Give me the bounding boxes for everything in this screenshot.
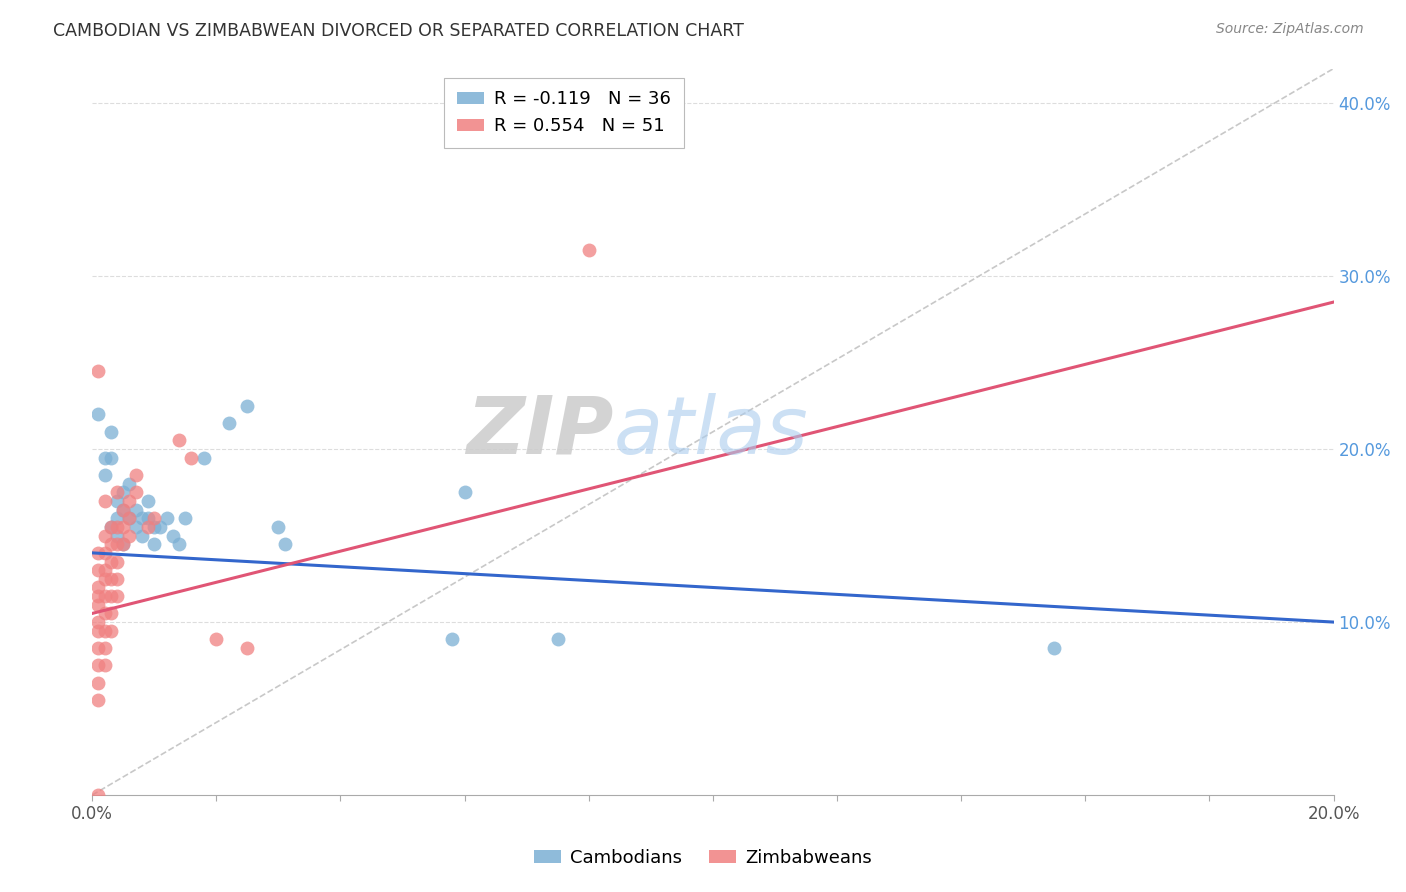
Point <box>100 555 122 569</box>
Text: CAMBODIAN VS ZIMBABWEAN DIVORCED OR SEPARATED CORRELATION CHART: CAMBODIAN VS ZIMBABWEAN DIVORCED OR SEPA… <box>53 22 744 40</box>
Point <box>87 563 110 577</box>
Point <box>273 537 295 551</box>
Point <box>105 537 128 551</box>
Point <box>87 364 110 378</box>
Point <box>93 572 115 586</box>
Point <box>87 693 110 707</box>
Point <box>180 450 202 465</box>
Text: atlas: atlas <box>613 392 808 471</box>
Point <box>167 537 190 551</box>
Point <box>124 485 146 500</box>
Point <box>453 485 475 500</box>
Point <box>87 624 110 638</box>
Point <box>100 624 122 638</box>
Legend: Cambodians, Zimbabweans: Cambodians, Zimbabweans <box>527 842 879 874</box>
Text: ZIP: ZIP <box>467 392 613 471</box>
Text: Source: ZipAtlas.com: Source: ZipAtlas.com <box>1216 22 1364 37</box>
Point <box>149 520 172 534</box>
Point <box>100 520 122 534</box>
Point <box>174 511 197 525</box>
Point <box>112 502 135 516</box>
Point <box>118 494 141 508</box>
Point <box>87 546 110 560</box>
Point <box>93 546 115 560</box>
Point <box>578 243 600 257</box>
Point <box>143 537 166 551</box>
Point <box>118 476 141 491</box>
Point <box>93 607 115 621</box>
Point <box>193 450 215 465</box>
Legend: R = -0.119   N = 36, R = 0.554   N = 51: R = -0.119 N = 36, R = 0.554 N = 51 <box>444 78 683 148</box>
Point <box>100 607 122 621</box>
Point <box>131 511 153 525</box>
Point <box>236 399 259 413</box>
Point <box>105 528 128 542</box>
Point <box>87 640 110 655</box>
Point <box>93 528 115 542</box>
Point <box>105 555 128 569</box>
Point <box>87 615 110 629</box>
Point <box>87 589 110 603</box>
Point <box>87 598 110 612</box>
Point <box>105 494 128 508</box>
Point <box>143 511 166 525</box>
Point <box>93 494 115 508</box>
Point <box>162 528 184 542</box>
Point <box>93 589 115 603</box>
Point <box>93 468 115 483</box>
Point <box>441 632 464 647</box>
Point <box>136 511 159 525</box>
Point <box>112 485 135 500</box>
Point <box>112 537 135 551</box>
Point <box>112 502 135 516</box>
Point <box>87 675 110 690</box>
Point <box>167 434 190 448</box>
Point <box>100 425 122 439</box>
Point <box>136 520 159 534</box>
Point <box>87 658 110 673</box>
Point <box>124 468 146 483</box>
Point <box>93 563 115 577</box>
Point <box>87 408 110 422</box>
Point <box>87 581 110 595</box>
Point <box>93 450 115 465</box>
Point <box>118 528 141 542</box>
Point <box>93 640 115 655</box>
Point <box>100 537 122 551</box>
Point <box>105 520 128 534</box>
Point <box>156 511 179 525</box>
Point <box>118 511 141 525</box>
Point <box>236 640 259 655</box>
Point <box>93 658 115 673</box>
Point <box>87 788 110 802</box>
Point <box>100 450 122 465</box>
Point <box>124 520 146 534</box>
Point <box>205 632 228 647</box>
Point <box>100 520 122 534</box>
Point <box>547 632 569 647</box>
Point <box>136 494 159 508</box>
Point <box>105 511 128 525</box>
Point <box>105 485 128 500</box>
Point <box>93 624 115 638</box>
Point <box>131 528 153 542</box>
Point <box>105 572 128 586</box>
Point <box>1043 640 1066 655</box>
Point <box>112 520 135 534</box>
Point <box>105 589 128 603</box>
Point <box>143 520 166 534</box>
Point <box>218 416 240 430</box>
Point <box>100 572 122 586</box>
Point <box>100 589 122 603</box>
Point <box>267 520 290 534</box>
Point <box>124 502 146 516</box>
Point <box>112 537 135 551</box>
Point <box>118 511 141 525</box>
